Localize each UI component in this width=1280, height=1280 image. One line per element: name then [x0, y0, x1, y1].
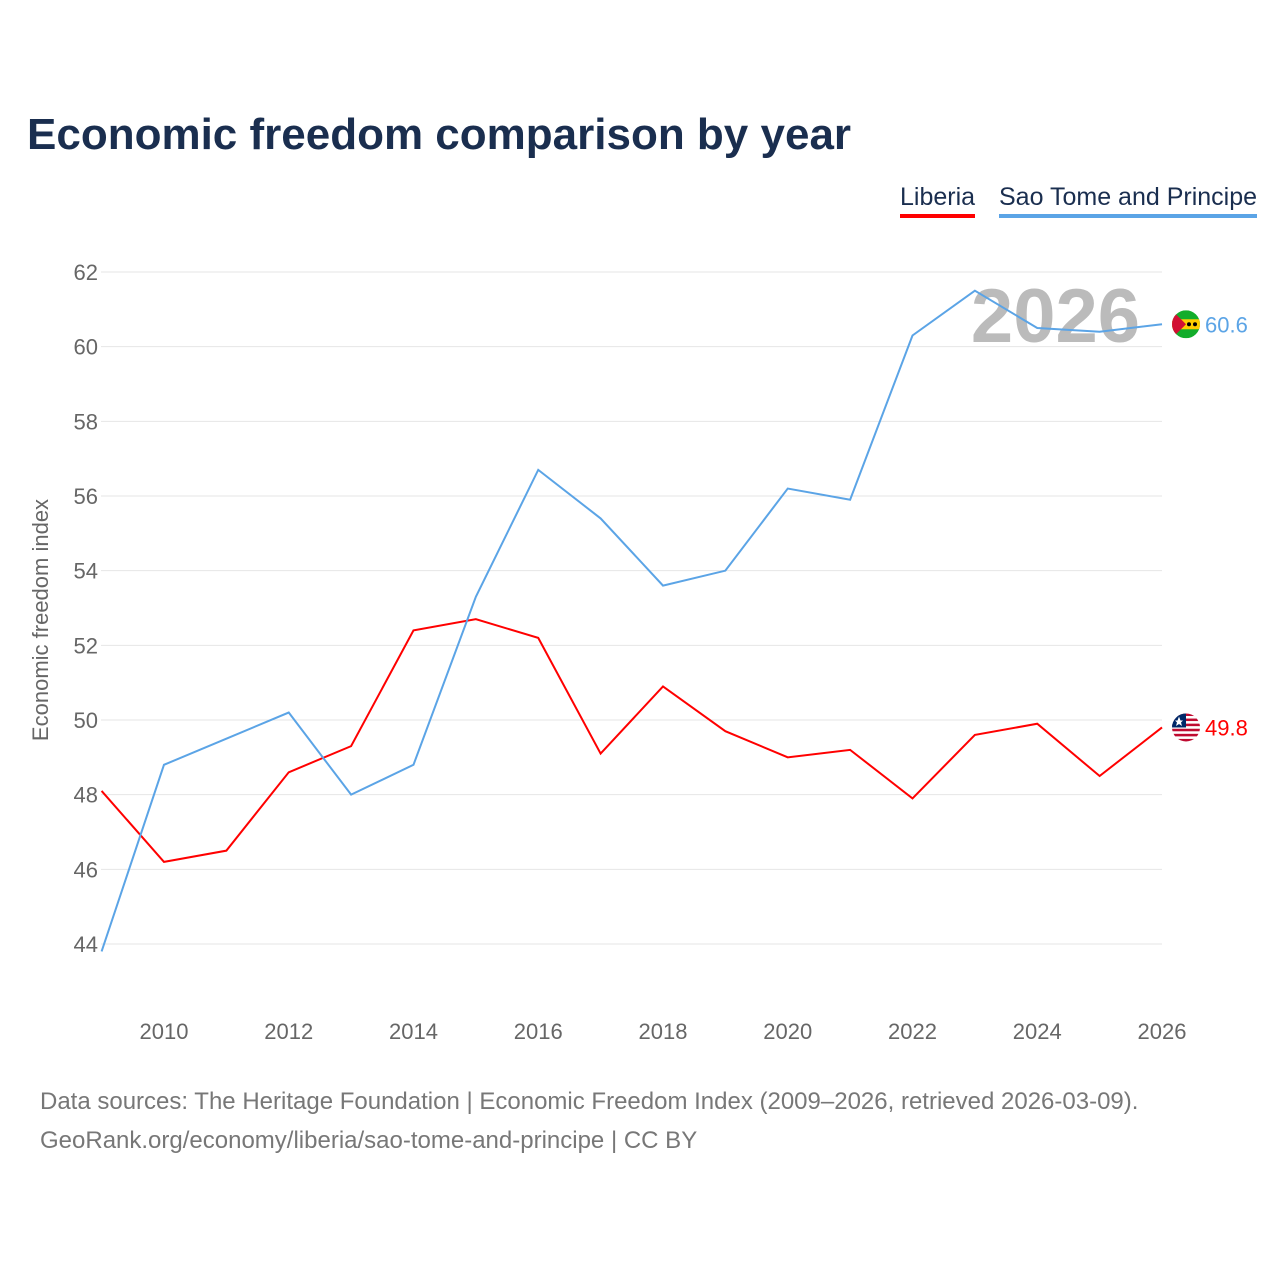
sao-tome-flag-icon — [1172, 310, 1200, 339]
footer-sources: Data sources: The Heritage Foundation | … — [40, 1088, 1139, 1115]
x-tick-label: 2022 — [888, 1019, 937, 1044]
y-tick-label: 62 — [74, 260, 98, 285]
y-tick-label: 56 — [74, 484, 98, 509]
series-line-sao-tome — [100, 289, 1163, 952]
year-watermark: 2026 — [971, 274, 1140, 359]
end-value-label: 60.6 — [1205, 312, 1248, 337]
x-tick-label: 2018 — [639, 1019, 688, 1044]
x-tick-label: 2020 — [763, 1019, 812, 1044]
series-line-liberia — [100, 618, 1163, 863]
x-tick-label: 2014 — [389, 1019, 438, 1044]
y-tick-label: 54 — [74, 559, 98, 584]
end-value-label: 49.8 — [1205, 715, 1248, 740]
x-tick-label: 2024 — [1013, 1019, 1062, 1044]
x-tick-label: 2016 — [514, 1019, 563, 1044]
y-tick-label: 50 — [74, 708, 98, 733]
y-tick-label: 46 — [74, 857, 98, 882]
x-tick-label: 2010 — [139, 1019, 188, 1044]
legend-liberia[interactable]: Liberia — [900, 183, 976, 218]
y-tick-label: 48 — [74, 783, 98, 808]
y-tick-label: 44 — [74, 932, 98, 957]
legend-sao-tome-and-principe[interactable]: Sao Tome and Principe — [999, 183, 1258, 218]
liberia-flag-icon — [1172, 713, 1200, 742]
footer-link[interactable]: GeoRank.org/economy/liberia/sao-tome-and… — [40, 1127, 698, 1154]
y-tick-label: 60 — [74, 335, 98, 360]
y-tick-label: 58 — [74, 409, 98, 434]
y-tick-label: 52 — [74, 633, 98, 658]
y-axis-label: Economic freedom index — [28, 499, 53, 741]
chart-title: Economic freedom comparison by year — [27, 110, 852, 159]
x-tick-label: 2026 — [1138, 1019, 1187, 1044]
x-tick-label: 2012 — [264, 1019, 313, 1044]
